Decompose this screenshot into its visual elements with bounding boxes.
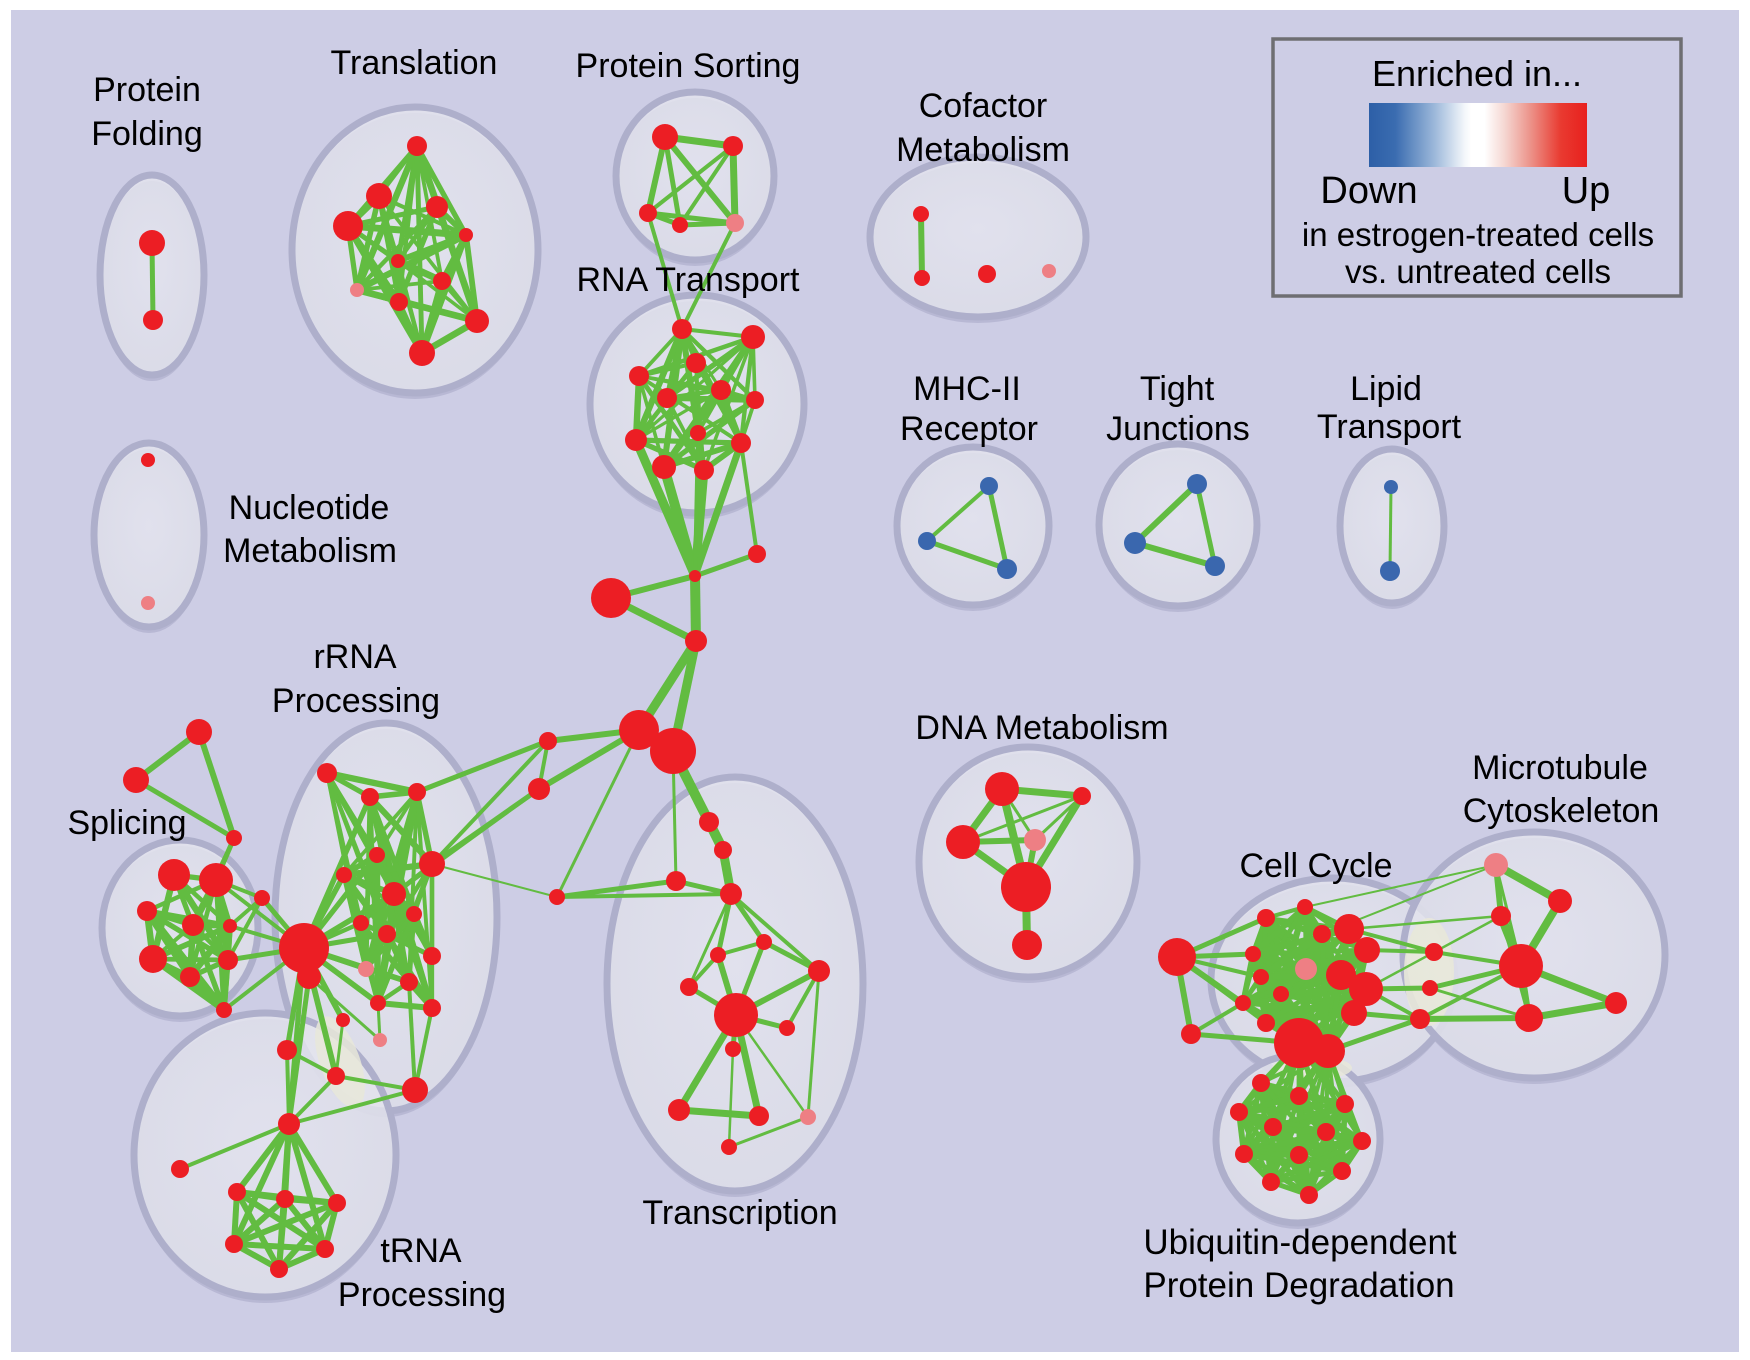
svg-text:Metabolism: Metabolism	[223, 532, 397, 570]
svg-text:RNA Transport: RNA Transport	[577, 261, 801, 299]
svg-text:Nucleotide: Nucleotide	[229, 489, 390, 527]
svg-text:Transport: Transport	[1317, 408, 1462, 446]
svg-text:Protein Sorting: Protein Sorting	[576, 47, 801, 85]
svg-text:Enriched in...: Enriched in...	[1372, 53, 1582, 94]
svg-text:Down: Down	[1320, 170, 1417, 212]
svg-text:Up: Up	[1562, 170, 1611, 212]
svg-text:Processing: Processing	[338, 1276, 506, 1314]
svg-text:Lipid: Lipid	[1350, 370, 1422, 408]
svg-text:Splicing: Splicing	[67, 804, 186, 842]
svg-text:Transcription: Transcription	[642, 1194, 837, 1232]
svg-text:Cell Cycle: Cell Cycle	[1239, 847, 1392, 885]
svg-text:Ubiquitin-dependent: Ubiquitin-dependent	[1143, 1223, 1457, 1262]
svg-text:Protein Degradation: Protein Degradation	[1143, 1266, 1454, 1305]
svg-text:Protein: Protein	[93, 71, 201, 109]
svg-text:Microtubule: Microtubule	[1472, 749, 1648, 787]
svg-text:MHC-II: MHC-II	[913, 370, 1021, 408]
svg-text:Translation: Translation	[331, 44, 498, 82]
svg-text:rRNA: rRNA	[313, 638, 396, 676]
svg-text:Receptor: Receptor	[900, 410, 1038, 448]
svg-text:DNA Metabolism: DNA Metabolism	[915, 709, 1168, 747]
svg-text:Folding: Folding	[91, 115, 203, 153]
svg-text:vs. untreated cells: vs. untreated cells	[1345, 253, 1611, 290]
svg-text:in estrogen-treated cells: in estrogen-treated cells	[1302, 216, 1654, 253]
svg-text:Metabolism: Metabolism	[896, 131, 1070, 169]
svg-text:Processing: Processing	[272, 682, 440, 720]
svg-text:Cofactor: Cofactor	[919, 87, 1048, 125]
svg-text:tRNA: tRNA	[380, 1232, 462, 1270]
svg-text:Cytoskeleton: Cytoskeleton	[1463, 792, 1660, 830]
svg-text:Junctions: Junctions	[1106, 410, 1250, 448]
svg-text:Tight: Tight	[1140, 370, 1215, 408]
